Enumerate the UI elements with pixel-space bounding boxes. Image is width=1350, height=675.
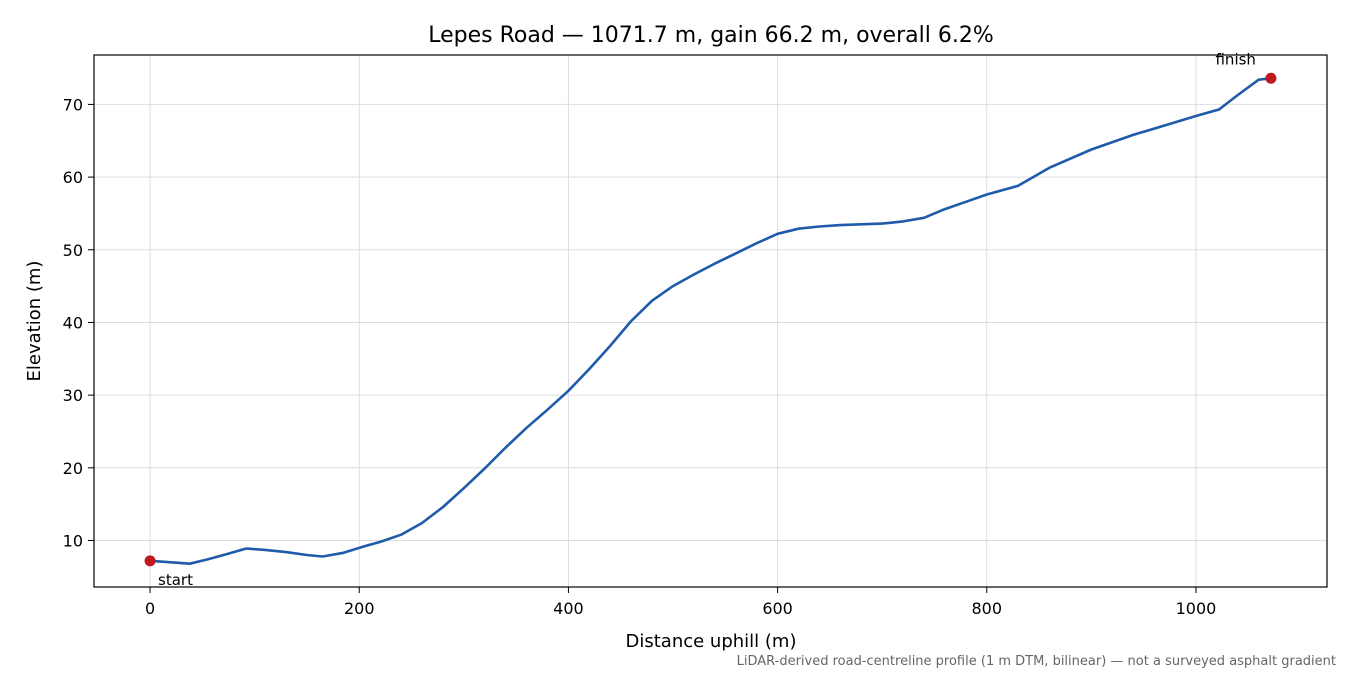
x-tick-label: 200 <box>344 599 375 618</box>
x-axis-label: Distance uphill (m) <box>626 631 797 652</box>
marker-label-start: start <box>158 571 193 589</box>
y-tick-label: 70 <box>63 95 83 114</box>
x-tick-label: 800 <box>971 599 1002 618</box>
plot-frame <box>93 54 1328 588</box>
marker-layer: start finish <box>144 50 1277 589</box>
marker-finish <box>1265 72 1277 84</box>
y-tick-label: 40 <box>63 313 83 332</box>
elevation-line <box>148 77 1273 565</box>
y-tick-label: 10 <box>63 531 83 550</box>
grid <box>94 55 1327 587</box>
x-tick-label: 1000 <box>1176 599 1217 618</box>
caption: LiDAR-derived road-centreline profile (1… <box>737 654 1336 669</box>
y-axis-ticks: 10 20 30 40 50 60 70 <box>63 95 94 550</box>
x-axis-ticks: 0 200 400 600 800 1000 <box>145 587 1216 618</box>
y-tick-label: 60 <box>63 168 83 187</box>
y-tick-label: 50 <box>63 241 83 260</box>
marker-start <box>144 555 156 567</box>
x-tick-label: 600 <box>762 599 793 618</box>
y-axis-label: Elevation (m) <box>24 261 45 382</box>
x-tick-label: 400 <box>553 599 584 618</box>
chart-title: Lepes Road — 1071.7 m, gain 66.2 m, over… <box>428 23 993 48</box>
y-tick-label: 20 <box>63 459 83 478</box>
marker-label-finish: finish <box>1215 50 1255 68</box>
x-tick-label: 0 <box>145 599 155 618</box>
series-layer <box>148 77 1273 565</box>
y-tick-label: 30 <box>63 386 83 405</box>
